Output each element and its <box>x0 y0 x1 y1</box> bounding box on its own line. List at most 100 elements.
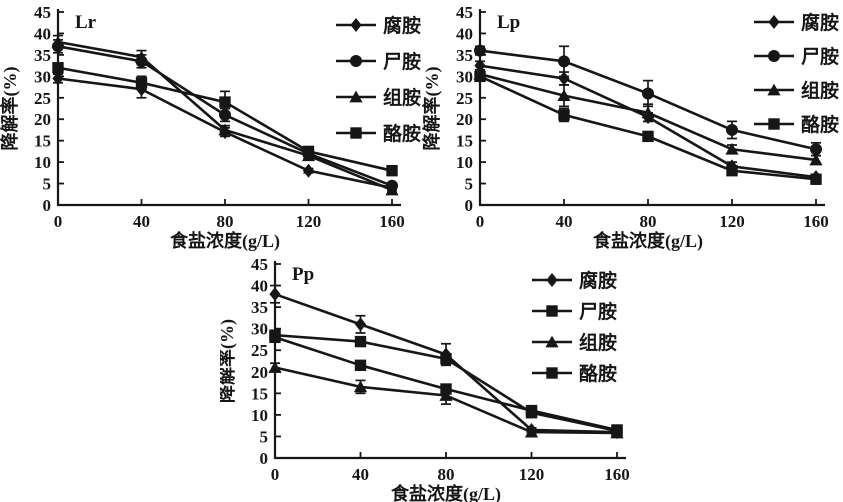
y-axis-title: 降解率(%) <box>0 67 21 151</box>
legend-item: 组胺 <box>754 79 839 102</box>
x-tick-label: 0 <box>54 212 63 231</box>
y-tick-label: 45 <box>34 3 51 22</box>
y-tick-label: 40 <box>251 277 268 296</box>
data-point-triangle <box>353 380 368 393</box>
x-tick-label: 80 <box>640 212 657 231</box>
panel-label: Lr <box>75 12 97 33</box>
x-tick-label: 160 <box>379 212 405 231</box>
data-point-circle <box>558 55 570 68</box>
data-point-circle <box>726 123 738 136</box>
data-point-diamond <box>269 287 281 302</box>
y-tick-label: 35 <box>34 46 51 65</box>
data-point-square <box>726 164 738 177</box>
legend-item: 腐胺 <box>336 14 421 37</box>
x-tick-label: 120 <box>296 212 322 231</box>
data-point-triangle <box>51 35 65 48</box>
y-tick-label: 35 <box>251 298 268 317</box>
y-tick-label: 25 <box>34 89 51 108</box>
legend-item: 酪胺 <box>336 122 421 145</box>
data-point-triangle <box>557 89 571 102</box>
data-point-square <box>354 359 367 372</box>
y-tick-label: 45 <box>251 255 268 274</box>
data-point-square <box>642 130 654 143</box>
legend-marker-square <box>546 305 558 317</box>
legend-marker-circle <box>768 50 780 62</box>
x-axis-title: 食盐浓度(g/L) <box>169 230 280 252</box>
legend-item: 尸胺 <box>754 45 839 68</box>
x-tick-label: 0 <box>271 465 280 484</box>
legend-marker-circle <box>350 55 362 67</box>
legend-item: 尸胺 <box>336 50 421 73</box>
data-point-square <box>440 353 452 365</box>
data-point-square <box>525 404 538 417</box>
y-tick-label: 0 <box>43 196 52 215</box>
legend-label: 腐胺 <box>383 14 421 37</box>
legend-marker-square <box>768 118 780 130</box>
data-point-square <box>386 164 398 177</box>
data-point-circle <box>642 87 654 100</box>
data-point-triangle <box>641 106 655 119</box>
y-tick-label: 45 <box>456 3 473 22</box>
x-axis-title: 食盐浓度(g/L) <box>390 483 501 502</box>
y-tick-label: 20 <box>34 110 51 129</box>
legend-marker-diamond <box>546 273 558 287</box>
legend-marker-square <box>546 367 558 379</box>
y-tick-label: 30 <box>34 67 51 86</box>
panel-label: Lp <box>497 12 520 33</box>
legend-item: 组胺 <box>532 331 617 354</box>
legend-label: 酪胺 <box>801 113 839 136</box>
legend-item: 腐胺 <box>754 11 839 34</box>
data-point-diamond <box>302 163 315 178</box>
legend-marker-triangle <box>545 335 559 348</box>
y-tick-label: 30 <box>251 320 268 339</box>
y-tick-label: 10 <box>456 153 473 172</box>
data-point-square <box>558 109 570 121</box>
data-point-square <box>611 424 623 436</box>
legend-item: 尸胺 <box>532 300 617 323</box>
data-point-triangle <box>385 183 399 196</box>
data-point-square <box>810 173 822 185</box>
y-tick-label: 15 <box>251 384 268 403</box>
legend-label: 组胺 <box>801 79 839 102</box>
y-tick-label: 10 <box>251 406 268 425</box>
legend-label: 尸胺 <box>383 50 421 73</box>
legend-item: 酪胺 <box>754 113 839 136</box>
legend-item: 组胺 <box>336 86 421 109</box>
x-tick-label: 160 <box>604 465 630 484</box>
data-point-diamond <box>52 71 64 86</box>
y-tick-label: 25 <box>456 89 473 108</box>
data-point-triangle <box>725 142 739 155</box>
data-point-square <box>440 383 452 395</box>
legend-label: 尸胺 <box>801 45 839 68</box>
data-point-circle <box>810 143 822 156</box>
legend-item: 酪胺 <box>532 362 617 385</box>
data-point-square <box>354 335 367 348</box>
x-tick-label: 80 <box>217 212 234 231</box>
y-tick-label: 5 <box>260 427 269 446</box>
legend-label: 酪胺 <box>579 362 617 385</box>
data-point-square <box>302 145 315 158</box>
x-tick-label: 40 <box>352 465 369 484</box>
legend-item: 腐胺 <box>532 269 617 292</box>
legend-marker-diamond <box>350 18 362 32</box>
data-point-diamond <box>354 317 367 332</box>
y-tick-label: 20 <box>251 363 268 382</box>
legend-marker-square <box>350 127 362 139</box>
y-tick-label: 5 <box>43 175 52 194</box>
y-tick-label: 15 <box>456 132 473 151</box>
y-axis-title: 降解率(%) <box>421 67 443 151</box>
data-point-square <box>219 96 231 108</box>
data-point-square <box>269 331 281 343</box>
x-tick-label: 40 <box>556 212 573 231</box>
legend-marker-triangle <box>767 83 781 96</box>
x-tick-label: 40 <box>133 212 150 231</box>
y-tick-label: 10 <box>34 153 51 172</box>
legend-marker-triangle <box>349 90 363 103</box>
data-point-square <box>52 62 64 74</box>
y-tick-label: 15 <box>34 132 51 151</box>
y-tick-label: 40 <box>34 24 51 43</box>
y-tick-label: 0 <box>465 196 474 215</box>
